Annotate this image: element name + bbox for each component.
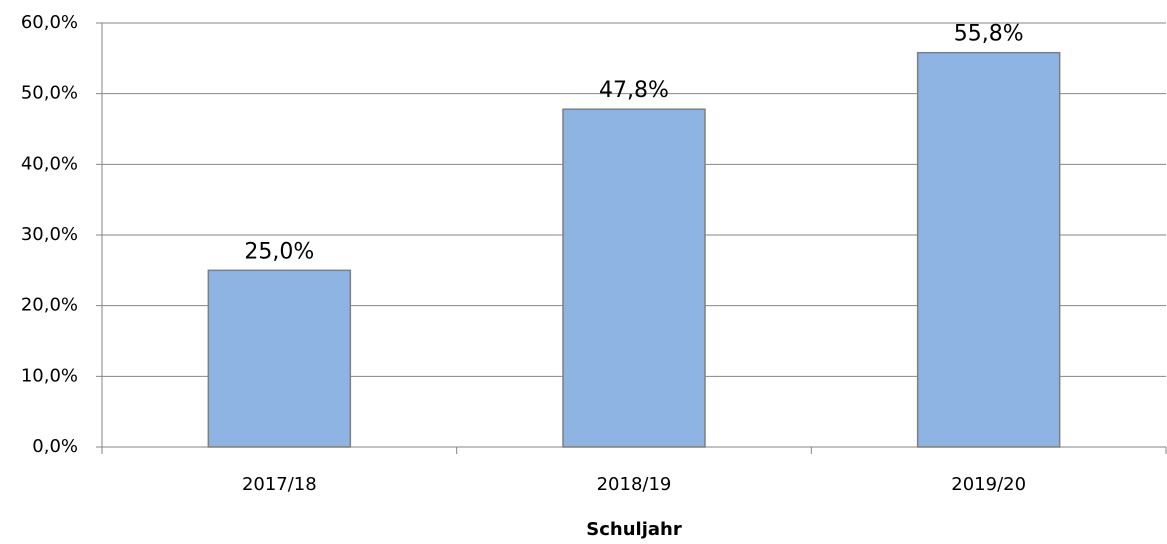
- value-label: 47,8%: [599, 78, 669, 103]
- x-axis-label: Schuljahr: [586, 519, 682, 540]
- y-tick-label: 60,0%: [21, 12, 78, 33]
- x-tick-label: 2019/20: [951, 474, 1026, 495]
- bar: [916, 51, 1061, 448]
- y-tick-label: 10,0%: [21, 365, 78, 386]
- y-tick-label: 30,0%: [21, 224, 78, 245]
- y-tick-label: 40,0%: [21, 153, 78, 174]
- x-tick-label: 2017/18: [242, 474, 317, 495]
- value-label: 25,0%: [244, 239, 314, 264]
- bar: [207, 269, 352, 448]
- y-tick-label: 20,0%: [21, 295, 78, 316]
- y-tick-label: 50,0%: [21, 83, 78, 104]
- x-tick-label: 2018/19: [597, 474, 672, 495]
- y-tick-label: 0,0%: [32, 436, 78, 457]
- value-label: 55,8%: [954, 22, 1024, 47]
- bar: [562, 108, 706, 448]
